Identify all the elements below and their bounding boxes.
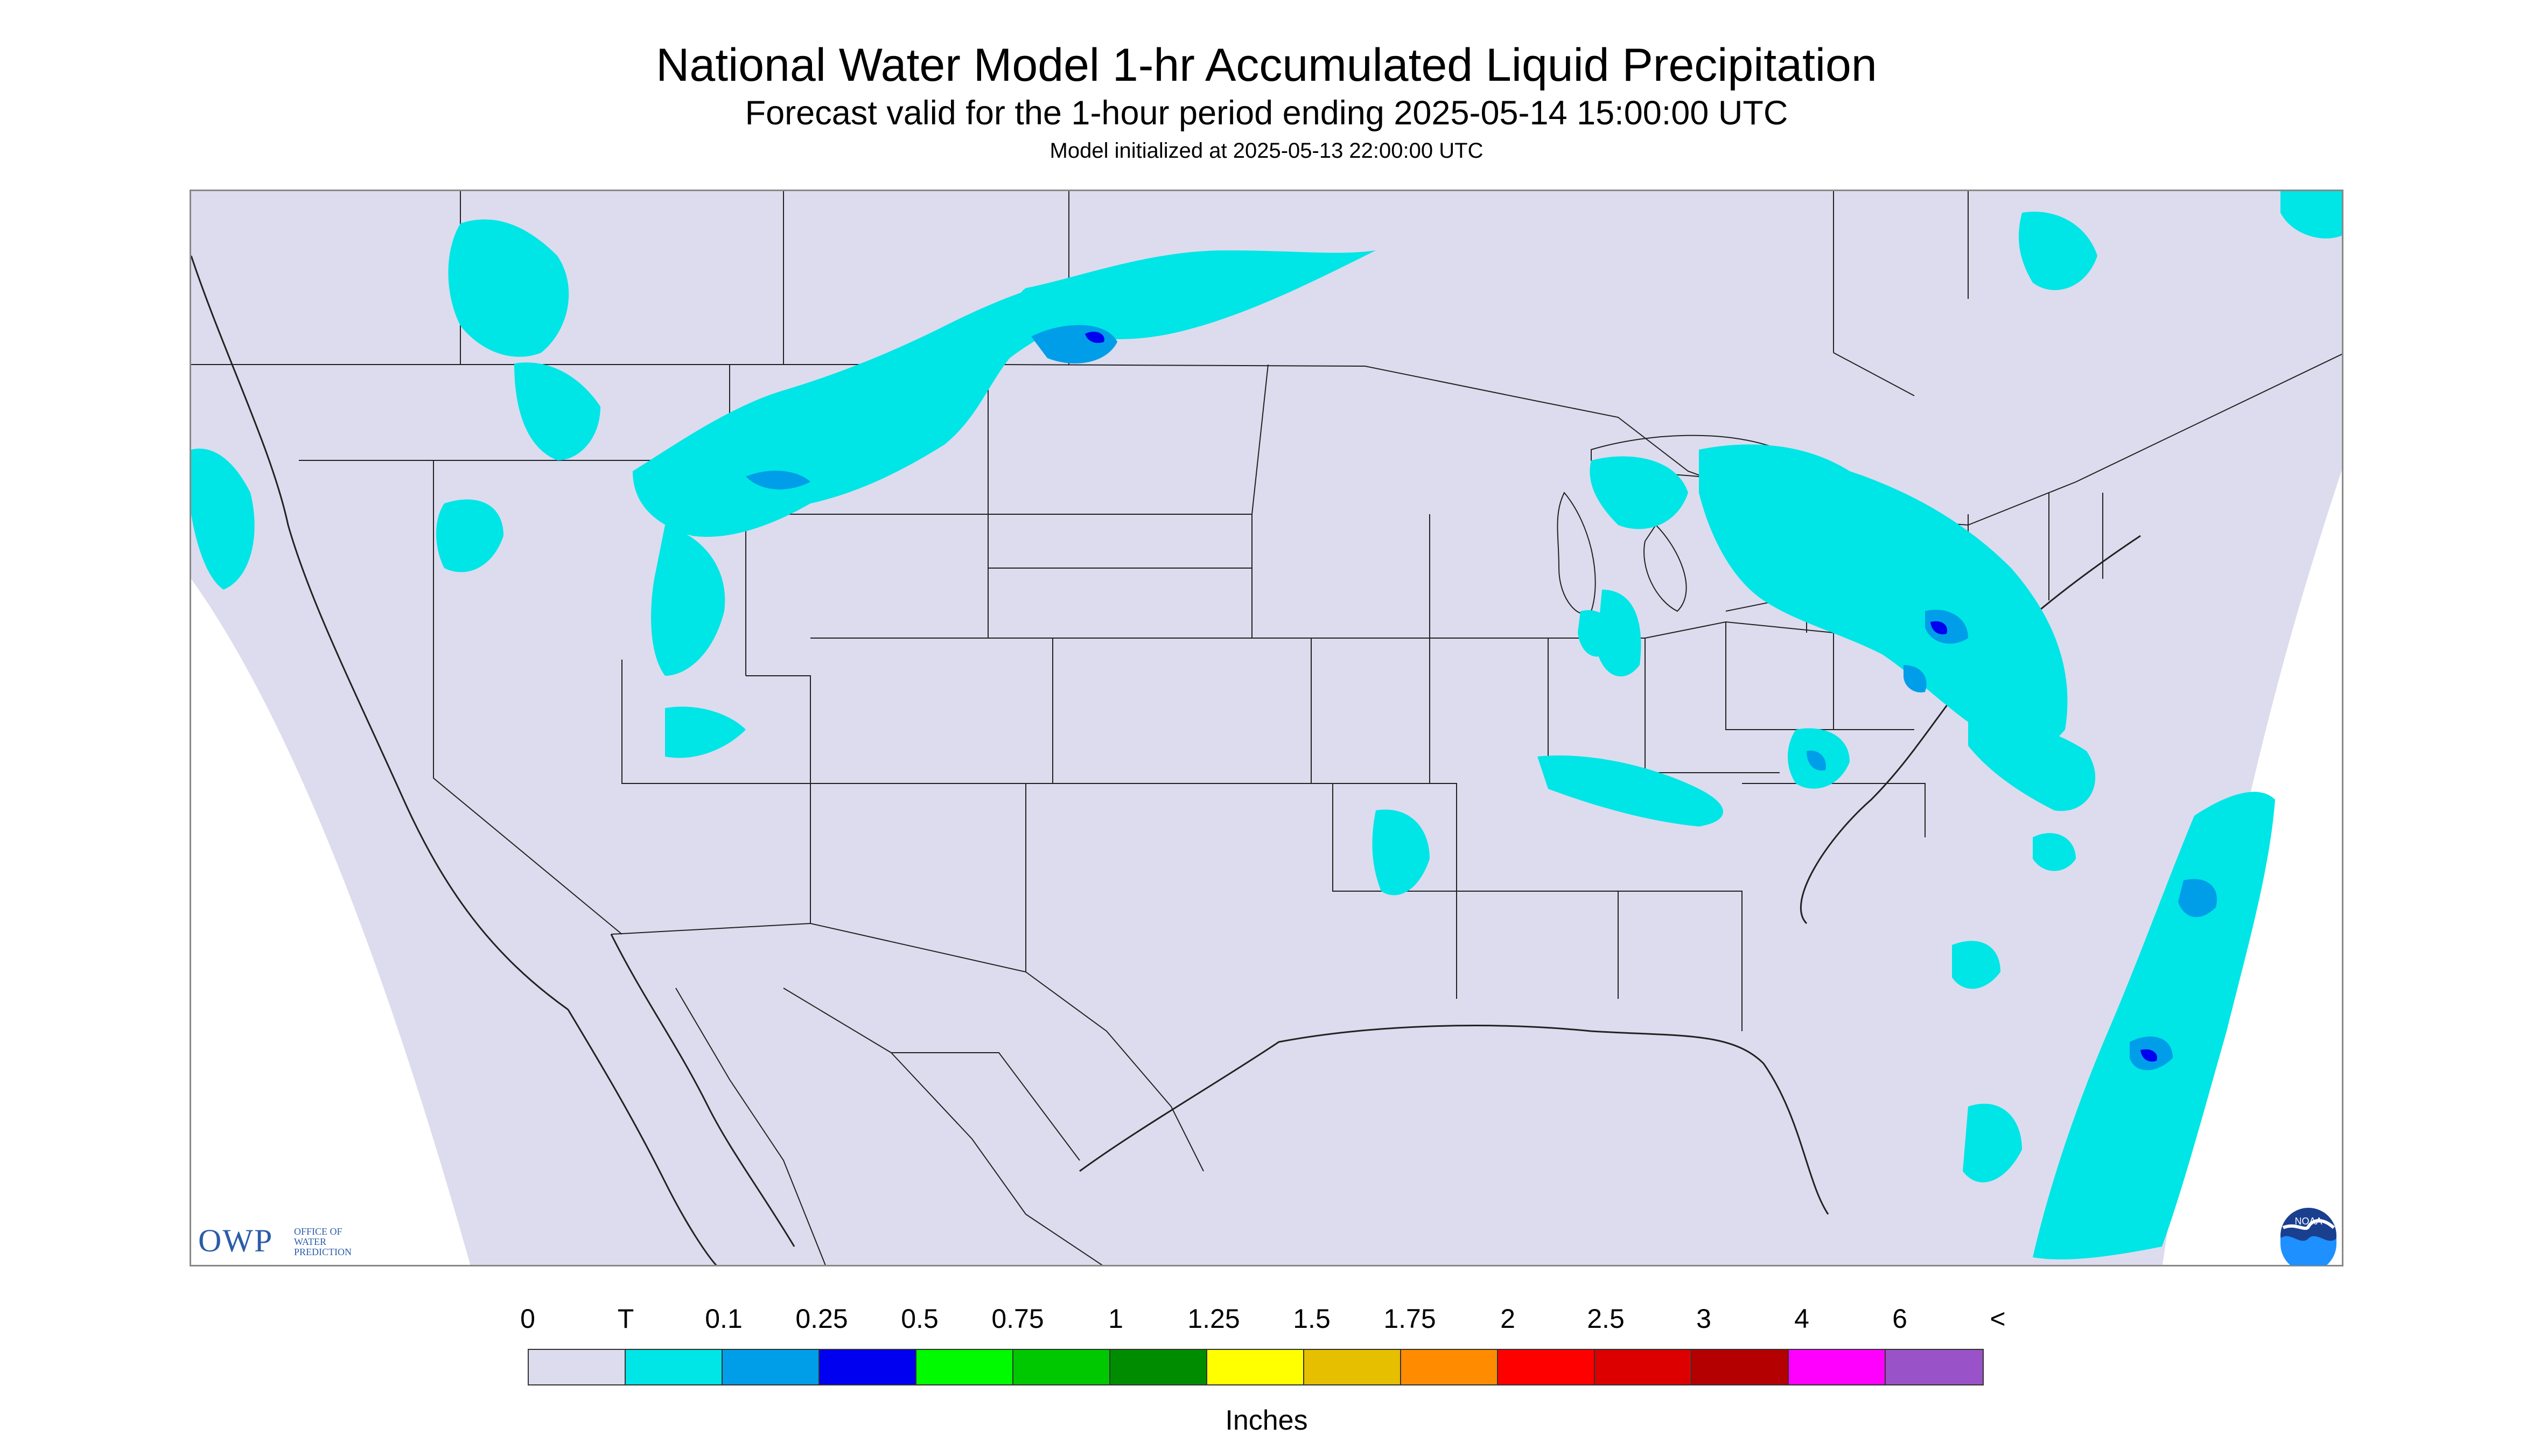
legend-swatch — [626, 1350, 723, 1384]
legend-swatch — [820, 1350, 916, 1384]
map-subtitle: Forecast valid for the 1-hour period end… — [745, 94, 1788, 132]
map-title: National Water Model 1-hr Accumulated Li… — [656, 39, 1877, 91]
legend-swatch — [1013, 1350, 1110, 1384]
noaa-logo: NOAA — [2279, 1206, 2338, 1272]
noaa-emblem-icon: NOAA — [2280, 1208, 2336, 1272]
legend-tick-label: 4 — [1794, 1304, 1809, 1334]
legend-tick-label: 0.5 — [901, 1304, 939, 1334]
legend-tick-label: 0.25 — [795, 1304, 848, 1334]
precipitation-map — [190, 190, 2343, 1266]
owp-logo: OWP Office of Water Prediction — [198, 1222, 352, 1259]
legend-tick-label: 0 — [520, 1304, 535, 1334]
legend-swatch — [1304, 1350, 1401, 1384]
legend-swatch — [529, 1350, 626, 1384]
map-svg — [191, 191, 2342, 1265]
legend-tick-label: 2 — [1500, 1304, 1515, 1334]
model-init-time: Model initialized at 2025-05-13 22:00:00… — [1049, 139, 1484, 163]
legend-swatch — [1207, 1350, 1304, 1384]
legend-swatch — [916, 1350, 1013, 1384]
legend-tick-label: 3 — [1696, 1304, 1711, 1334]
legend-tick-label: 6 — [1892, 1304, 1907, 1334]
legend-tick-label: 1.25 — [1187, 1304, 1240, 1334]
legend-swatch — [1692, 1350, 1789, 1384]
legend-swatch — [1110, 1350, 1207, 1384]
legend-swatch — [1498, 1350, 1595, 1384]
legend-swatch — [1886, 1350, 1983, 1384]
legend-swatch — [1789, 1350, 1886, 1384]
noaa-logo-text: NOAA — [2294, 1216, 2322, 1227]
legend-tick-label: 1.75 — [1383, 1304, 1436, 1334]
owp-logo-subtext: Office of Water Prediction — [294, 1226, 352, 1257]
precipitation-areas — [191, 191, 2342, 1259]
legend-tick-label: 1 — [1108, 1304, 1123, 1334]
legend-tick-label: 2.5 — [1587, 1304, 1625, 1334]
legend-tick-label: < — [1990, 1304, 2006, 1334]
legend-units: Inches — [1225, 1405, 1308, 1436]
legend-swatch — [723, 1350, 820, 1384]
legend-tick-label: 0.1 — [705, 1304, 743, 1334]
owp-logo-text: OWP — [198, 1223, 274, 1258]
legend-tick-label: T — [617, 1304, 634, 1334]
legend-tick-label: 1.5 — [1293, 1304, 1331, 1334]
legend-swatch — [1595, 1350, 1692, 1384]
legend-colorbar — [528, 1349, 1984, 1385]
legend-tick-label: 0.75 — [991, 1304, 1044, 1334]
legend-swatch — [1401, 1350, 1498, 1384]
